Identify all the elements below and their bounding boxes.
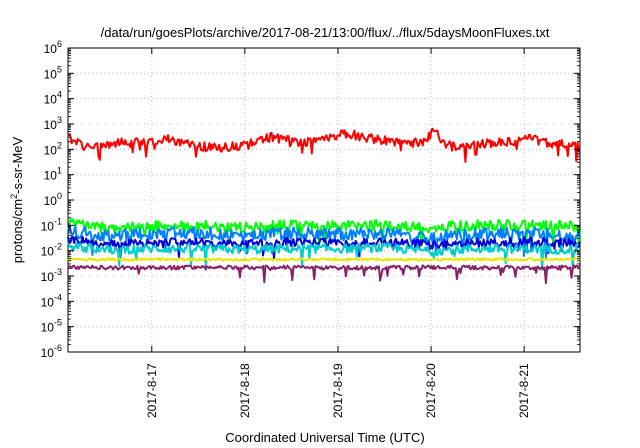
axis-ticks [68,47,580,353]
series-line [67,257,581,262]
y-axis-label-prefix: protons/cm [10,199,25,263]
x-tick-label: 2017-8-17 [145,363,159,418]
x-tick-labels: 2017-8-17 2017-8-18 2017-8-19 2017-8-20 2017… [145,363,531,418]
y-tick-label: 106 [44,39,62,56]
y-tick-label: 103 [44,115,62,132]
y-axis-label-suffix: -s-sr-MeV [10,136,25,193]
x-tick-label: 2017-8-21 [517,363,531,418]
y-tick-label: 10-5 [41,318,62,335]
series-line [67,241,581,271]
y-tick-label: 10-4 [41,292,62,309]
y-tick-label: 10-2 [41,242,62,259]
y-tick-label: 102 [44,140,62,157]
y-tick-label: 105 [44,64,62,81]
x-tick-label: 2017-8-20 [424,363,438,418]
y-axis-label: protons/cm2-s-sr-MeV [9,136,25,263]
data-series-group [67,127,581,284]
series-line [67,127,581,163]
x-tick-label: 2017-8-18 [238,363,252,418]
y-tick-label: 100 [44,191,62,208]
y-tick-label: 10-3 [41,267,62,284]
y-axis-label-superscript: 2 [9,194,19,199]
y-tick-label: 104 [44,90,62,107]
x-axis-label: Coordinated Universal Time (UTC) [225,430,424,445]
chart-title: /data/run/goesPlots/archive/2017-08-21/1… [101,25,550,40]
y-tick-labels: 10-6 10-5 10-4 10-3 10-2 10-1 100 101 102 103 104 1… [41,39,62,360]
y-tick-label: 101 [44,166,62,183]
series-line [67,264,581,284]
y-tick-label: 10-1 [41,216,62,233]
grid-lines [68,48,580,352]
y-tick-label: 10-6 [41,343,62,360]
x-tick-label: 2017-8-19 [331,363,345,418]
